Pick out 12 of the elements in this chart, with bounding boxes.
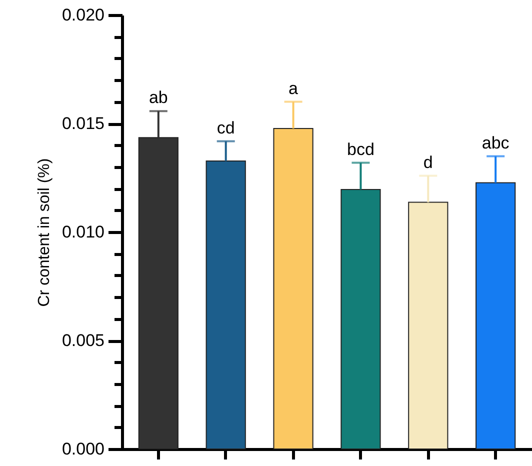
y-tick-label: 0.015: [62, 114, 104, 133]
y-tick-label: 0.020: [62, 6, 104, 24]
y-axis-title: Cr content in soil (%): [36, 158, 53, 307]
annotation: a: [288, 78, 299, 98]
y-tick-label: 0.010: [62, 222, 104, 242]
annotation: d: [423, 152, 433, 172]
text: 0.000: [62, 440, 104, 458]
annotation: bcd: [347, 140, 374, 159]
annotation: cd: [216, 118, 235, 138]
y-tick-label: 0.005: [62, 331, 104, 350]
annotation: abc: [482, 133, 510, 152]
annotation: ab: [148, 88, 168, 108]
